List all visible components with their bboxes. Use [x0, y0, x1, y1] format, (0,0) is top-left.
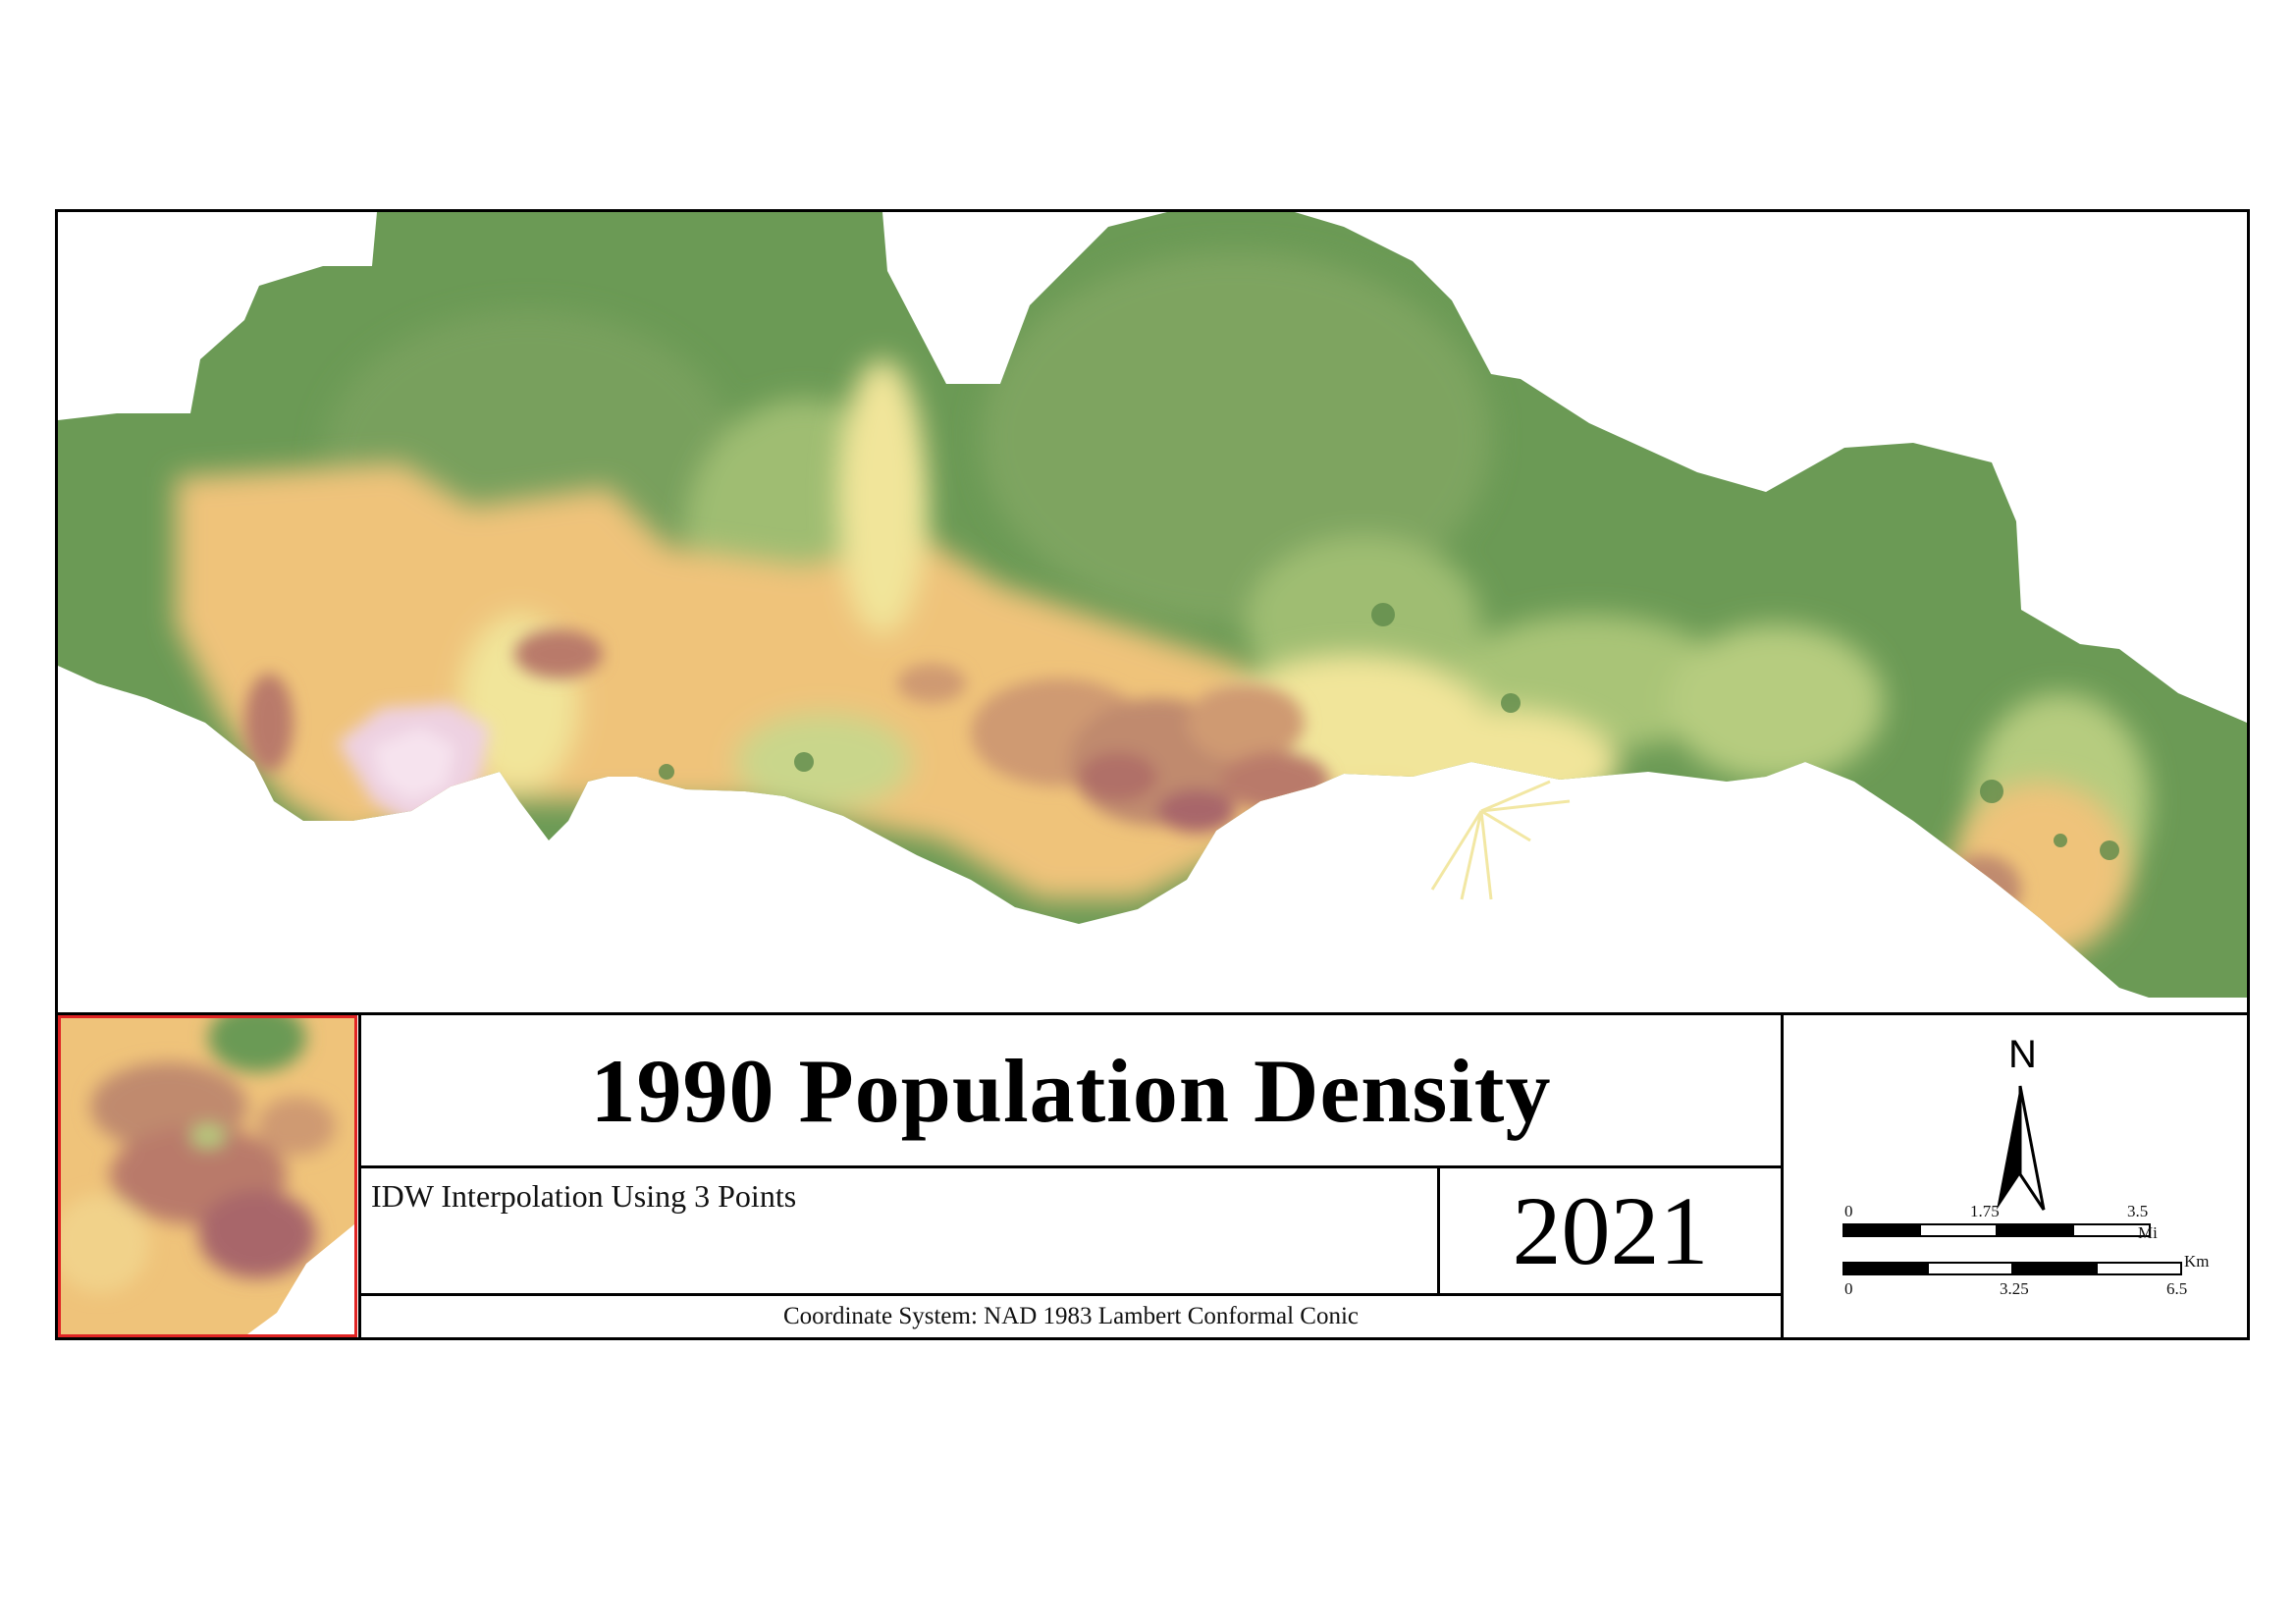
year-panel: 2021: [1437, 1168, 1781, 1296]
coordinate-system-panel: Coordinate System: NAD 1983 Lambert Conf…: [358, 1296, 1781, 1337]
scale-miles-tick-end: 3.5: [2127, 1202, 2149, 1220]
scale-km-bar: [1842, 1262, 2182, 1275]
scale-bar-km: Km 0 3.25 6.5: [1842, 1252, 2210, 1305]
map-title: 1990 Population Density: [590, 1040, 1552, 1141]
title-panel: 1990 Population Density: [358, 1015, 1781, 1168]
north-arrow-scale-panel: N 0 1.75 3.5 Mi Km: [1781, 1015, 2247, 1337]
subtitle-panel: IDW Interpolation Using 3 Points: [358, 1168, 1437, 1296]
inset-map: [58, 1015, 357, 1337]
scale-bar-miles: 0 1.75 3.5 Mi: [1842, 1202, 2158, 1242]
scale-miles-tick-0: 0: [1844, 1202, 1853, 1220]
scale-km-unit: Km: [2184, 1252, 2210, 1271]
density-map-svg: [58, 212, 2247, 1012]
inset-map-svg: [61, 1018, 354, 1334]
scale-km-tick-0: 0: [1844, 1279, 1853, 1298]
main-map: [58, 212, 2247, 1015]
map-year: 2021: [1512, 1176, 1709, 1285]
scale-miles-bar: [1842, 1223, 2151, 1237]
map-layout-frame: 1990 Population Density IDW Interpolatio…: [55, 209, 2250, 1340]
scale-miles-tick-mid: 1.75: [1970, 1202, 2000, 1220]
map-subtitle: IDW Interpolation Using 3 Points: [371, 1178, 797, 1214]
north-label: N: [2008, 1033, 2037, 1076]
coordinate-system-text: Coordinate System: NAD 1983 Lambert Conf…: [782, 1303, 1360, 1329]
scale-km-tick-mid: 3.25: [2000, 1279, 2029, 1298]
scale-km-tick-end: 6.5: [2166, 1279, 2188, 1298]
scale-miles-unit: Mi: [2138, 1223, 2158, 1242]
north-arrow-icon: [1997, 1085, 2046, 1211]
